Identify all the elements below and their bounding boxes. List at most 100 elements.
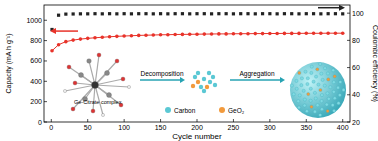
ce-marker xyxy=(319,12,322,15)
x-tick xyxy=(342,119,343,122)
sphere-particle xyxy=(310,65,313,68)
ce-marker xyxy=(239,12,242,15)
ce-marker xyxy=(334,12,337,15)
x-tick xyxy=(87,119,88,122)
ce-marker xyxy=(72,12,75,15)
sphere-particle xyxy=(314,75,317,78)
particle xyxy=(211,75,215,79)
sphere-particle xyxy=(300,77,303,80)
x-tick xyxy=(269,119,270,122)
y-tick xyxy=(44,60,47,61)
sphere-particle xyxy=(303,104,306,107)
y2-tick-label: 100 xyxy=(352,10,364,17)
sphere-particle xyxy=(325,103,328,106)
x-tick-label: 400 xyxy=(337,124,349,131)
capacity-marker xyxy=(166,33,170,37)
ce-marker xyxy=(341,12,344,15)
ce-marker xyxy=(159,12,162,15)
sphere-particle xyxy=(323,84,326,87)
x-tick-label: 250 xyxy=(228,124,240,131)
capacity-marker xyxy=(224,32,228,36)
bond xyxy=(89,61,95,85)
axis-arrow xyxy=(55,30,78,32)
capacity-marker xyxy=(210,32,214,36)
y-axis-label: Capacity (mA h g⁻¹) xyxy=(5,34,13,94)
capacity-marker xyxy=(188,33,192,37)
ce-marker xyxy=(86,12,89,15)
sphere-particle xyxy=(316,68,319,71)
x-tick-label: 200 xyxy=(191,124,203,131)
capacity-marker xyxy=(268,32,272,36)
sphere-particle xyxy=(327,97,330,100)
axis-arrow-head xyxy=(50,28,56,34)
plot-frame xyxy=(44,5,350,122)
capacity-marker xyxy=(151,33,155,37)
sphere-particle xyxy=(321,78,324,81)
sphere-particle xyxy=(332,81,335,84)
y-tick-label: 600 xyxy=(30,57,42,64)
bond xyxy=(95,85,129,87)
x-tick-label: 350 xyxy=(300,124,312,131)
sphere-particle xyxy=(295,87,298,90)
atom xyxy=(63,89,66,92)
sphere-particle xyxy=(317,83,320,86)
sphere-particle xyxy=(337,102,340,105)
capacity-marker xyxy=(144,33,148,37)
y-tick xyxy=(44,101,47,102)
y-tick xyxy=(44,122,47,123)
sphere-particle xyxy=(307,93,310,96)
sphere-particle xyxy=(306,77,309,80)
sphere-particle xyxy=(306,82,309,85)
y2-tick xyxy=(347,40,350,41)
bond xyxy=(65,85,95,91)
capacity-marker xyxy=(100,35,104,39)
chart: 0501001502002503003504000200400600800100… xyxy=(0,0,378,141)
capacity-marker xyxy=(137,34,141,38)
sphere-particle xyxy=(333,75,336,78)
atom xyxy=(101,113,104,116)
particle xyxy=(191,84,195,88)
capacity-marker xyxy=(253,32,257,36)
y-tick xyxy=(44,81,47,82)
ce-marker xyxy=(225,12,228,15)
series-line xyxy=(52,33,343,51)
sphere-particle xyxy=(316,104,319,107)
sphere-particle xyxy=(300,84,303,87)
sphere-particle xyxy=(304,70,307,73)
capacity-marker xyxy=(312,31,316,35)
sphere-particle xyxy=(319,62,322,65)
sphere-particle xyxy=(310,71,313,74)
ce-marker xyxy=(297,12,300,15)
bond xyxy=(93,85,95,111)
capacity-marker xyxy=(159,33,163,37)
ce-marker xyxy=(290,12,293,15)
capacity-marker xyxy=(283,32,287,36)
sphere-particle xyxy=(302,89,305,92)
x-tick xyxy=(233,119,234,122)
sphere-particle xyxy=(323,67,326,70)
capacity-marker xyxy=(246,32,250,36)
sphere-particle xyxy=(326,109,329,112)
capacity-marker xyxy=(195,32,199,36)
particle xyxy=(202,89,206,93)
y-tick-label: 800 xyxy=(30,37,42,44)
y-tick-label: 0 xyxy=(38,119,42,126)
ce-marker xyxy=(130,12,133,15)
sphere-particle xyxy=(313,91,316,94)
atom xyxy=(107,93,112,98)
atom xyxy=(67,65,71,69)
atom xyxy=(71,107,75,111)
sphere-particle xyxy=(298,94,301,97)
particle xyxy=(208,80,212,84)
sphere-particle xyxy=(319,113,322,116)
capacity-marker xyxy=(86,37,90,41)
legend-geo2-dot xyxy=(219,107,225,113)
annotation: Aggregation xyxy=(239,70,274,78)
atom xyxy=(127,85,130,88)
arrow-head xyxy=(180,77,185,83)
sphere-particle xyxy=(326,72,329,75)
capacity-marker xyxy=(108,35,112,39)
atom xyxy=(87,59,92,64)
ce-marker xyxy=(181,12,184,15)
x-axis-label: Cycle number xyxy=(172,132,222,141)
